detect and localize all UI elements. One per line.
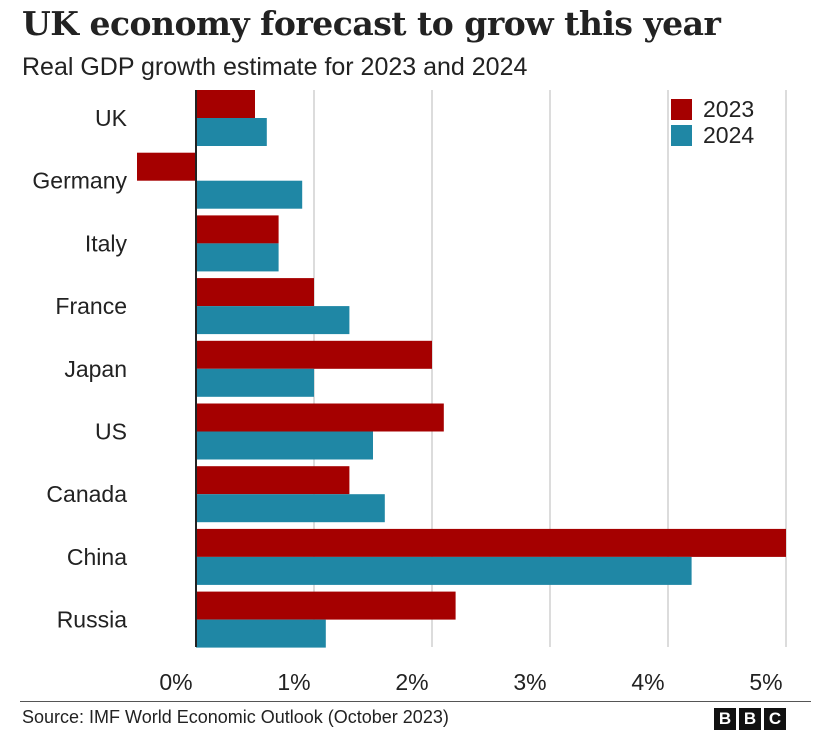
footer-divider [20, 701, 811, 702]
bar-2023-canada [196, 466, 350, 495]
x-tick-label: 1% [277, 669, 310, 695]
legend-swatch-2024 [671, 125, 692, 146]
category-label: US [95, 419, 127, 445]
bar-2024-us [196, 431, 373, 460]
logo-letter: B [714, 708, 736, 730]
bar-2023-us [196, 403, 444, 432]
x-tick-label: 5% [749, 669, 782, 695]
bar-2023-uk [196, 90, 255, 118]
logo-letter: C [764, 708, 786, 730]
bar-2024-china [196, 556, 692, 585]
bar-2024-russia [196, 619, 326, 648]
bar-chart: UK Germany Italy France Japan US Canada China Ru… [32, 90, 787, 695]
bbc-logo: B B C [714, 708, 786, 730]
category-label: Italy [85, 230, 128, 256]
bar-2024-canada [196, 494, 385, 523]
bar-2023-france [196, 278, 314, 307]
legend-swatch-2023 [671, 99, 692, 120]
x-tick-label: 2% [395, 669, 428, 695]
bar-2024-italy [196, 243, 279, 272]
x-tick-label: 4% [631, 669, 664, 695]
legend-label: 2024 [703, 122, 754, 148]
bar-2023-japan [196, 340, 432, 369]
source-note: Source: IMF World Economic Outlook (Octo… [22, 707, 449, 727]
chart-title: UK economy forecast to grow this year [22, 4, 721, 43]
bar-2023-china [196, 528, 786, 557]
category-label: China [67, 544, 127, 570]
bar-2024-uk [196, 118, 267, 146]
category-label: Germany [32, 168, 127, 194]
category-label: Russia [57, 607, 128, 633]
bar-2024-germany [196, 180, 303, 209]
bar-2024-japan [196, 368, 314, 397]
bar-2023-russia [196, 591, 456, 620]
x-tick-label: 0% [159, 669, 192, 695]
category-label: Japan [64, 356, 127, 382]
category-label: Canada [46, 481, 127, 507]
legend-label: 2023 [703, 96, 754, 122]
chart-subtitle: Real GDP growth estimate for 2023 and 20… [22, 53, 528, 81]
category-label: France [55, 293, 127, 319]
bar-2023-italy [196, 215, 279, 244]
x-tick-label: 3% [513, 669, 546, 695]
category-label: UK [95, 105, 128, 131]
bar-2024-france [196, 306, 350, 335]
bar-2023-germany [137, 152, 196, 181]
logo-letter: B [739, 708, 761, 730]
